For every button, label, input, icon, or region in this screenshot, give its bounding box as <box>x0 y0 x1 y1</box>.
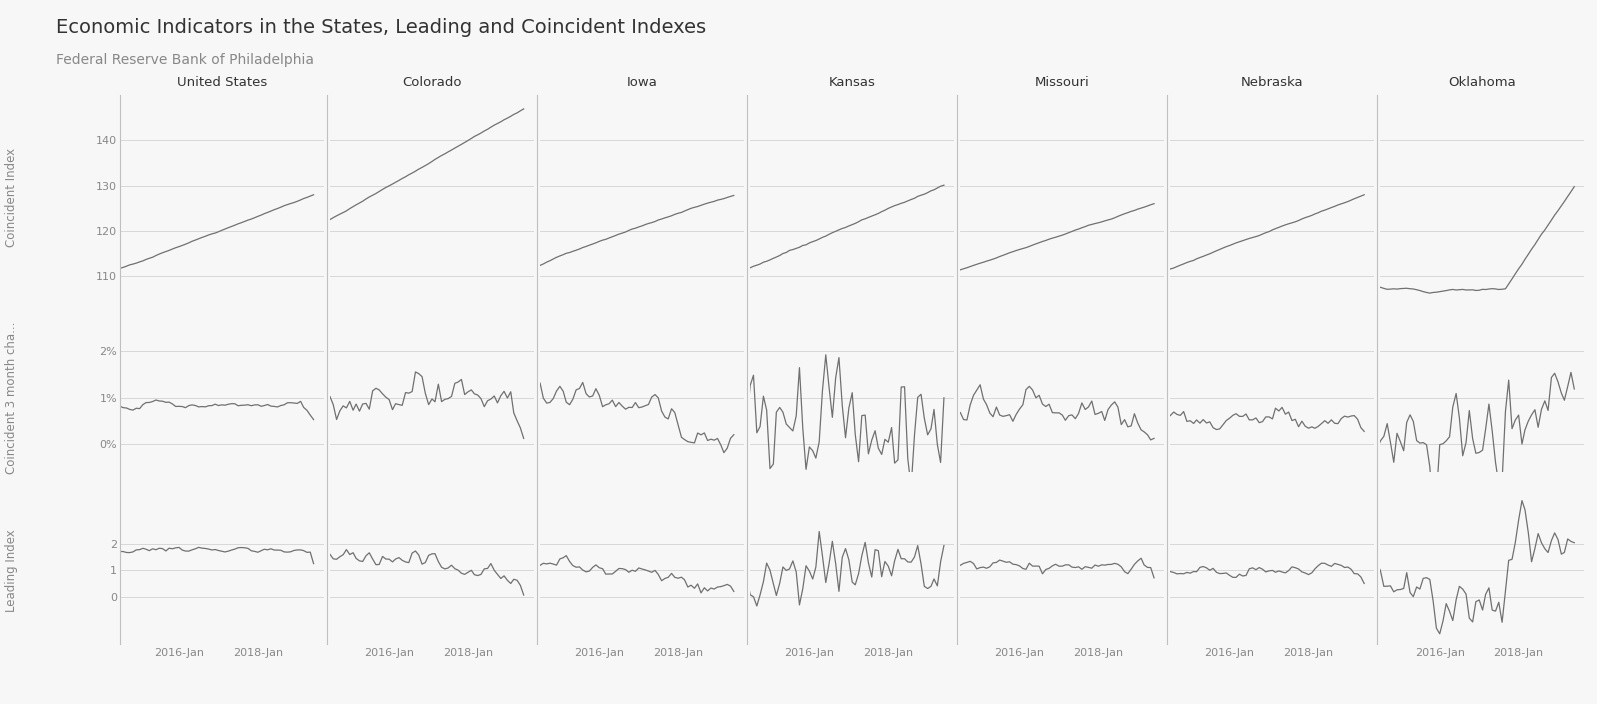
Text: Leading Index: Leading Index <box>5 529 18 612</box>
Text: Kansas: Kansas <box>829 77 875 89</box>
Text: Coincident 3 month cha...: Coincident 3 month cha... <box>5 322 18 474</box>
Text: Economic Indicators in the States, Leading and Coincident Indexes: Economic Indicators in the States, Leadi… <box>56 18 706 37</box>
Text: Federal Reserve Bank of Philadelphia: Federal Reserve Bank of Philadelphia <box>56 53 315 67</box>
Text: Oklahoma: Oklahoma <box>1448 77 1516 89</box>
Text: Nebraska: Nebraska <box>1241 77 1303 89</box>
Text: United States: United States <box>177 77 267 89</box>
Text: Coincident Index: Coincident Index <box>5 147 18 246</box>
Text: Iowa: Iowa <box>626 77 658 89</box>
Text: Colorado: Colorado <box>402 77 462 89</box>
Text: Missouri: Missouri <box>1035 77 1089 89</box>
